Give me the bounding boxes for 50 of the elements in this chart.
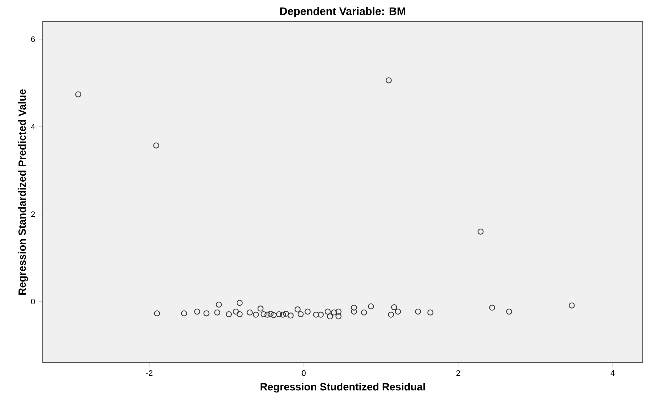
chart-title: Dependent Variable: BM [280, 7, 406, 18]
point [336, 314, 342, 320]
point [236, 311, 243, 318]
point [304, 308, 311, 315]
point [253, 312, 260, 318]
point [288, 312, 294, 319]
point [361, 310, 368, 316]
point [76, 92, 82, 98]
point [214, 310, 221, 316]
point [386, 78, 392, 84]
point [318, 312, 324, 318]
point [268, 311, 274, 318]
point [298, 311, 304, 318]
point [236, 300, 243, 306]
point [489, 304, 496, 311]
point [313, 312, 320, 318]
point [264, 312, 271, 318]
point [270, 312, 277, 318]
point [246, 310, 253, 316]
point [478, 228, 484, 235]
point [388, 312, 394, 318]
point [181, 310, 188, 317]
point [336, 308, 342, 315]
point [324, 308, 331, 315]
point [327, 314, 334, 320]
point [415, 308, 422, 315]
point [233, 308, 240, 315]
point [194, 308, 200, 315]
point [216, 302, 222, 308]
point [368, 304, 374, 310]
point [280, 312, 286, 318]
x-axis-title: Regression Studentized Residual [260, 383, 426, 393]
point [395, 308, 402, 315]
y-axis-title: Regression Standardized Predicted Value [18, 90, 28, 295]
point [331, 310, 338, 316]
point [506, 308, 512, 315]
point [276, 311, 282, 318]
point [204, 310, 210, 317]
point [258, 306, 264, 312]
point [226, 311, 232, 318]
point [260, 311, 267, 318]
point [154, 142, 160, 149]
point [428, 310, 434, 316]
point [351, 304, 358, 311]
point [568, 302, 575, 309]
point [351, 308, 358, 315]
point [154, 310, 160, 317]
point [391, 304, 398, 310]
point [294, 306, 301, 313]
point [283, 311, 290, 318]
